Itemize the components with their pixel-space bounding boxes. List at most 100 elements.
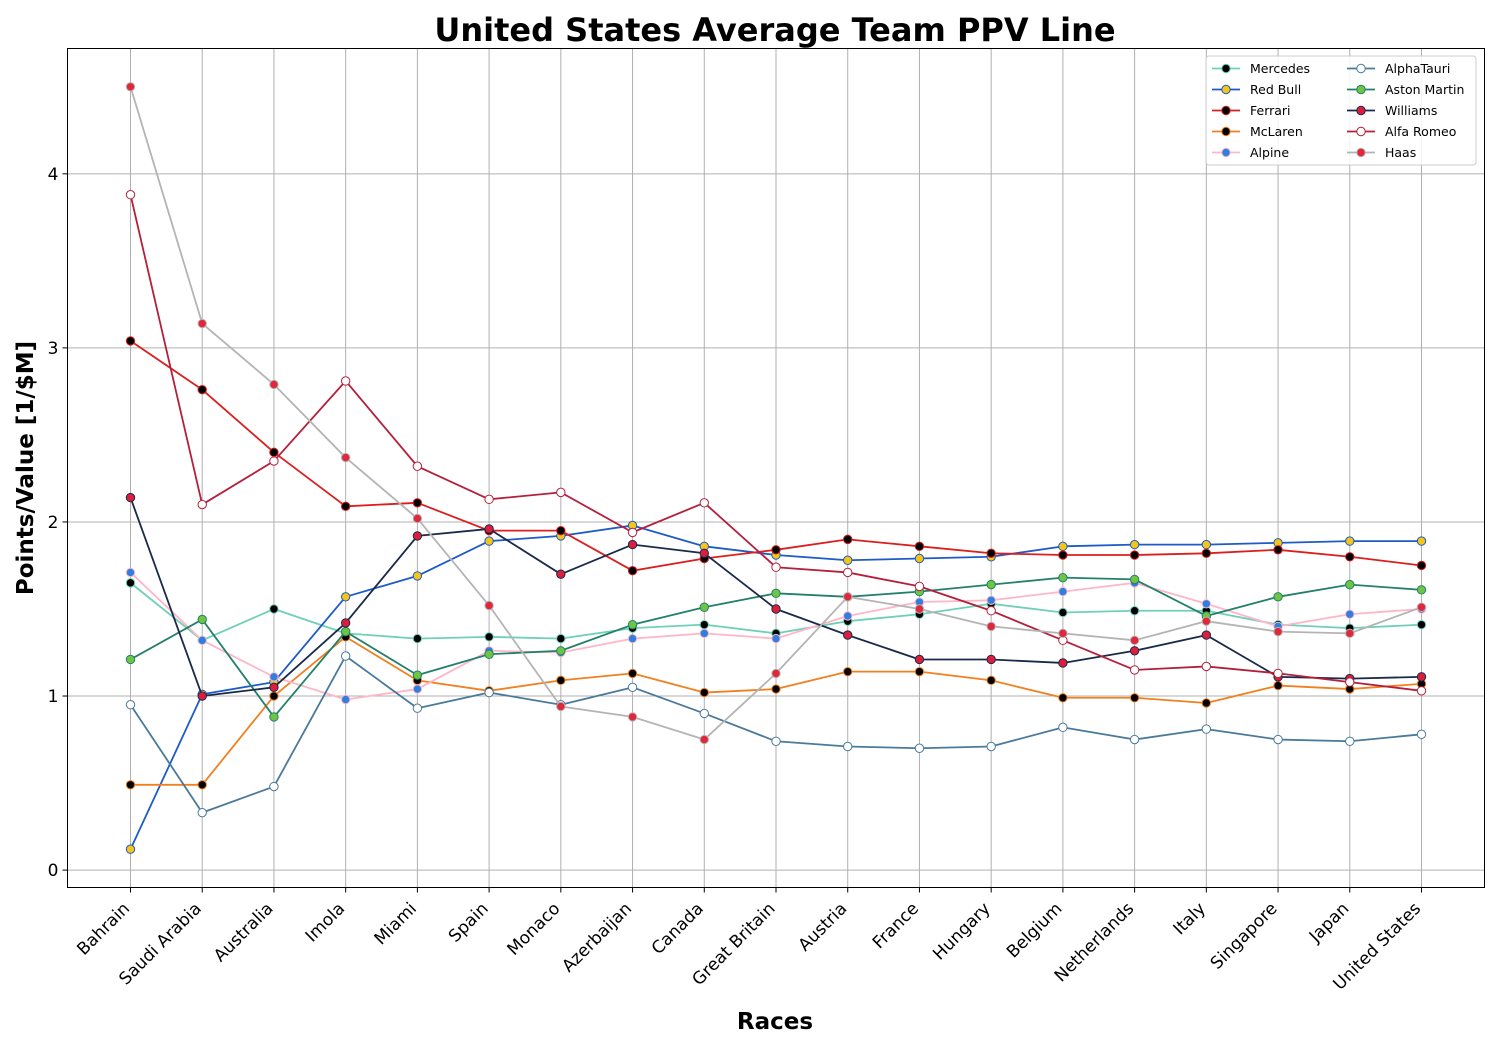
data-point-haas xyxy=(1345,628,1355,639)
data-point-williams xyxy=(125,492,136,503)
series-alfa-romeo xyxy=(125,190,1427,696)
data-point-alphatauri xyxy=(1129,734,1140,745)
data-point-aston-martin xyxy=(340,626,351,637)
x-tick-label: Belgium xyxy=(1003,899,1066,962)
legend-item-ferrari: Ferrari xyxy=(1212,103,1291,118)
legend-item-alpine: Alpine xyxy=(1212,145,1289,160)
data-point-alfa-romeo xyxy=(1416,686,1427,696)
legend-marker xyxy=(1356,147,1366,158)
legend-box xyxy=(1205,55,1477,166)
legend-item-mclaren: McLaren xyxy=(1212,124,1303,139)
data-point-mercedes xyxy=(1058,607,1068,618)
legend-marker xyxy=(1221,63,1231,74)
data-point-red-bull xyxy=(1416,536,1427,546)
series-aston-martin xyxy=(125,572,1427,722)
data-point-williams xyxy=(1416,672,1427,682)
legend: Mercedes Red Bull Ferrari McLaren Alpine Alph… xyxy=(1205,55,1477,166)
data-point-alpine xyxy=(197,635,207,646)
data-point-williams xyxy=(556,569,566,579)
data-point-aston-martin xyxy=(412,670,423,680)
data-point-mercedes xyxy=(484,632,494,642)
data-point-ferrari xyxy=(125,336,136,346)
data-point-alfa-romeo xyxy=(1345,677,1355,687)
legend-label: Aston Martin xyxy=(1385,82,1464,97)
data-point-ferrari xyxy=(986,548,996,558)
legend-marker xyxy=(1356,126,1366,137)
data-point-alphatauri xyxy=(412,703,423,713)
data-point-williams xyxy=(197,691,207,701)
data-point-aston-martin xyxy=(1273,592,1283,602)
data-point-haas xyxy=(843,592,853,602)
x-tick-label: Singapore xyxy=(1207,899,1282,974)
data-point-aston-martin xyxy=(627,619,638,630)
series-haas xyxy=(125,82,1427,745)
data-point-alphatauri xyxy=(1201,724,1212,734)
legend-marker xyxy=(1221,126,1231,137)
series-alphatauri xyxy=(125,651,1427,818)
data-point-red-bull xyxy=(340,592,351,602)
data-point-alfa-romeo xyxy=(986,606,996,616)
data-point-ferrari xyxy=(1345,552,1355,562)
data-point-ferrari xyxy=(627,566,638,576)
data-point-haas xyxy=(1273,626,1283,637)
data-point-mclaren xyxy=(986,675,996,686)
x-tick-label: Azerbaijan xyxy=(558,899,636,977)
data-point-ferrari xyxy=(1273,545,1283,555)
data-point-aston-martin xyxy=(556,646,566,656)
data-point-aston-martin xyxy=(699,602,709,612)
data-point-williams xyxy=(914,654,925,665)
data-point-williams xyxy=(699,548,709,558)
data-point-alfa-romeo xyxy=(1201,661,1212,672)
legend-label: AlphaTauri xyxy=(1385,61,1450,76)
data-point-alphatauri xyxy=(1273,734,1283,745)
data-point-alphatauri xyxy=(986,741,996,752)
data-point-haas xyxy=(340,452,351,463)
data-point-red-bull xyxy=(1058,541,1068,552)
x-tick-label: Miami xyxy=(371,899,421,949)
data-point-mercedes xyxy=(412,633,423,644)
data-point-alphatauri xyxy=(484,687,494,698)
data-point-alfa-romeo xyxy=(1273,668,1283,679)
data-point-haas xyxy=(556,701,566,712)
data-point-aston-martin xyxy=(1129,574,1140,585)
data-point-red-bull xyxy=(1201,539,1212,550)
data-point-williams xyxy=(484,524,494,534)
data-point-ferrari xyxy=(914,541,925,552)
data-point-mercedes xyxy=(125,578,136,588)
data-point-mclaren xyxy=(197,780,207,790)
data-point-williams xyxy=(1129,646,1140,656)
data-point-haas xyxy=(771,668,781,679)
data-point-alphatauri xyxy=(340,651,351,661)
data-point-red-bull xyxy=(1345,536,1355,546)
x-tick-label: Canada xyxy=(648,899,708,959)
data-point-mclaren xyxy=(843,666,853,677)
data-point-alfa-romeo xyxy=(1129,665,1140,675)
legend-label: Red Bull xyxy=(1250,82,1301,97)
chart-title: United States Average Team PPV Line xyxy=(434,11,1115,49)
data-point-alpine xyxy=(1345,609,1355,619)
data-point-mclaren xyxy=(627,668,638,679)
data-point-ferrari xyxy=(843,534,853,545)
x-tick-label: Bahrain xyxy=(73,899,134,960)
data-point-aston-martin xyxy=(197,614,207,625)
y-tick-label: 1 xyxy=(48,687,59,707)
data-point-williams xyxy=(986,654,996,665)
legend-marker xyxy=(1221,84,1231,95)
legend-marker xyxy=(1356,105,1366,116)
data-point-haas xyxy=(125,82,136,92)
data-point-mclaren xyxy=(1058,693,1068,703)
data-point-williams xyxy=(412,531,423,541)
data-point-ferrari xyxy=(340,501,351,511)
data-point-ferrari xyxy=(771,545,781,555)
x-tick-label: Austria xyxy=(795,899,852,956)
data-point-mercedes xyxy=(1129,606,1140,616)
x-tick-label: Italy xyxy=(1170,899,1210,939)
data-point-haas xyxy=(986,621,996,632)
data-point-williams xyxy=(771,604,781,614)
data-point-alphatauri xyxy=(771,736,781,746)
data-point-haas xyxy=(484,600,494,611)
legend-label: Mercedes xyxy=(1250,61,1310,76)
data-point-alphatauri xyxy=(1345,736,1355,746)
